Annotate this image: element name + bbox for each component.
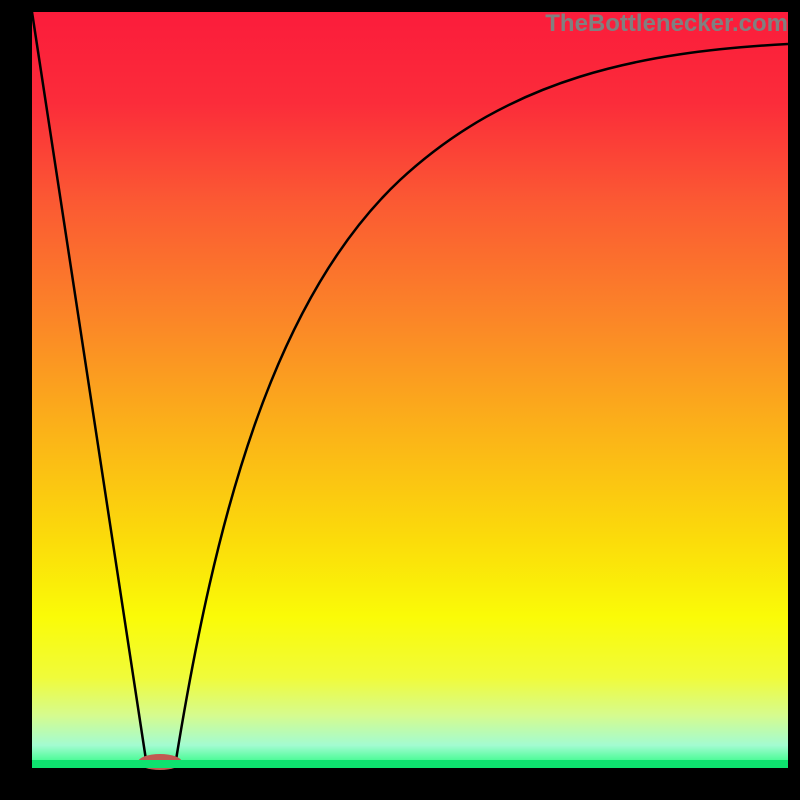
curve-overlay: [0, 0, 800, 800]
right-rising-curve: [176, 44, 788, 760]
watermark-text: TheBottlenecker.com: [545, 10, 788, 38]
left-descending-line: [32, 12, 146, 760]
chart-container: TheBottlenecker.com: [0, 0, 800, 800]
bottom-green-band: [32, 760, 788, 768]
